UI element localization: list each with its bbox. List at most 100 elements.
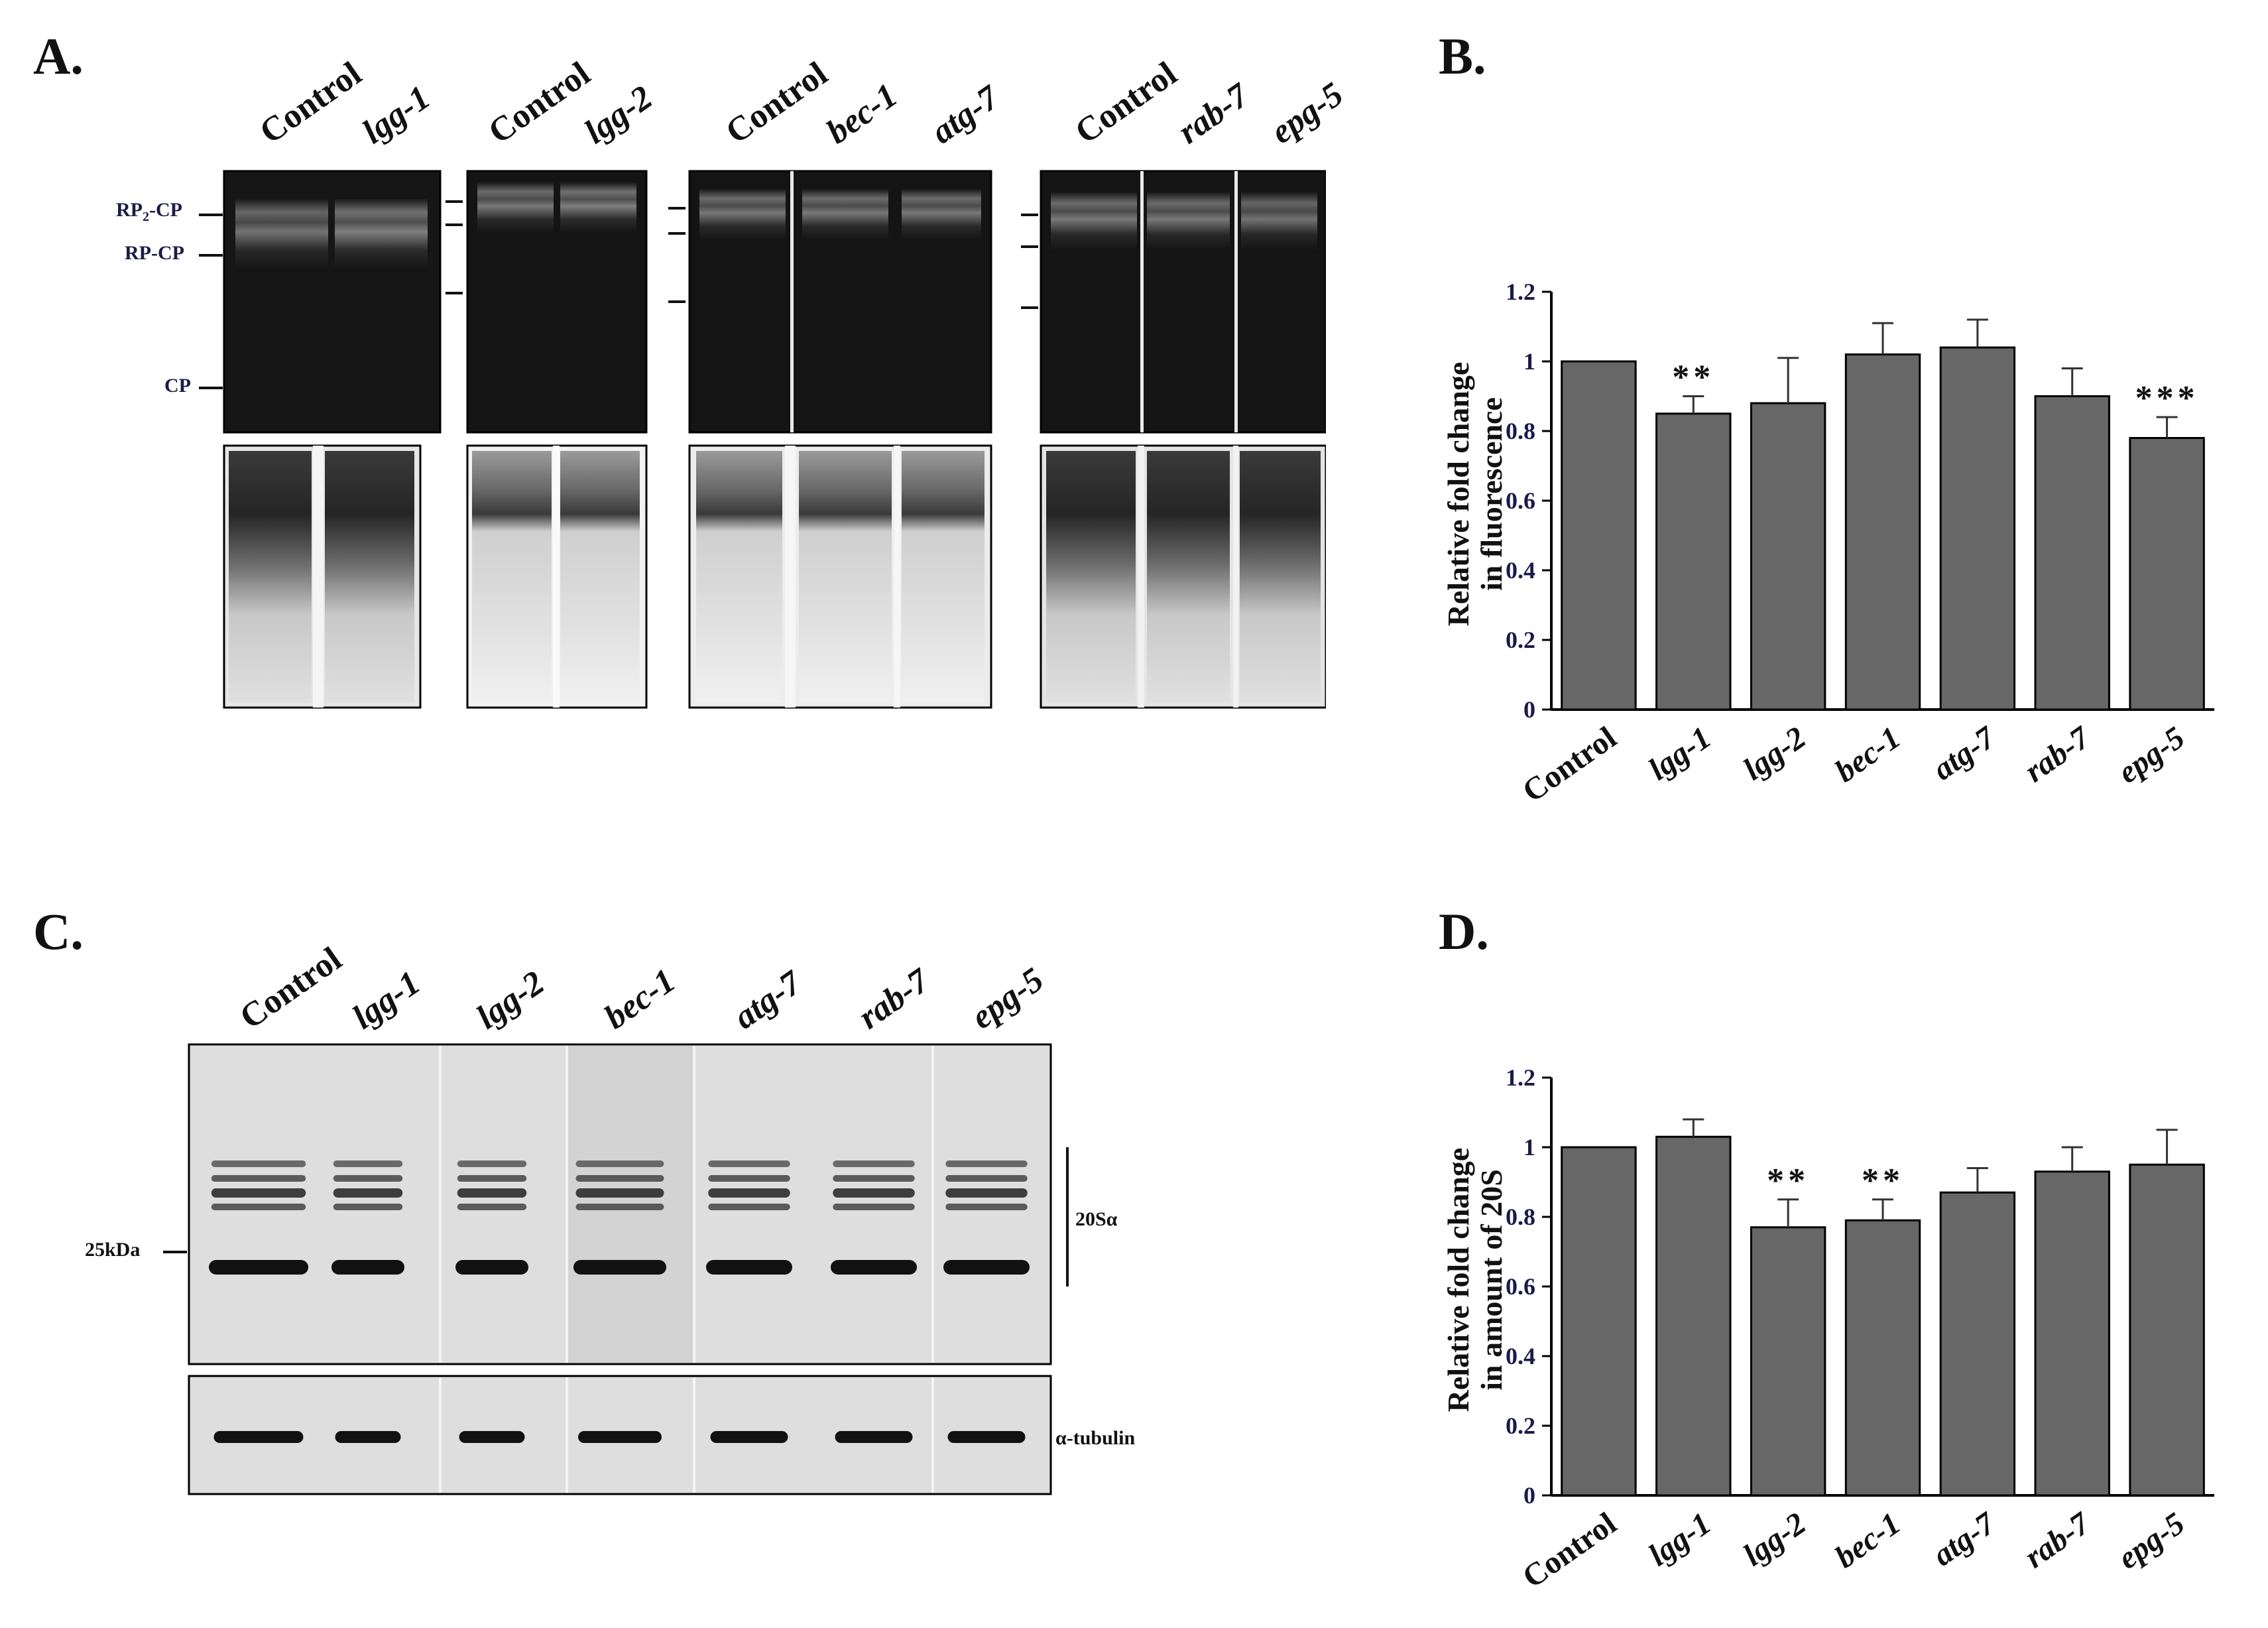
x-tick-label: lgg-1: [1642, 1506, 1717, 1574]
tick-gel4-2: [1021, 245, 1038, 248]
significance-mark: **: [1862, 1162, 1904, 1200]
bar-control: [1561, 1146, 1637, 1497]
y-tick-label: 1: [1523, 1134, 1535, 1160]
fluor-gel-1: [223, 170, 442, 434]
blot-band: [333, 1160, 403, 1167]
x-tick-label: lgg-2: [1737, 720, 1812, 788]
panel-a-letter: A.: [33, 27, 84, 85]
y-tick-label: 0.6: [1506, 487, 1535, 514]
blot-band: [833, 1175, 915, 1182]
bar-lgg-1: [1655, 412, 1732, 711]
label-alpha-tubulin: α-tubulin: [1055, 1427, 1136, 1449]
fluor-gel-3: [688, 170, 992, 434]
x-tick-label: atg-7: [1927, 1505, 2003, 1573]
bar-bec-1: [1844, 353, 1921, 711]
x-tick-label: bec-1: [1829, 1506, 1907, 1576]
x-tick-label: lgg-2: [1737, 1506, 1812, 1574]
significance-mark: ***: [2135, 379, 2199, 417]
tick-gel2-2: [446, 223, 463, 226]
blot-band-25kda: [943, 1260, 1030, 1275]
tick-gel3-2: [668, 232, 686, 235]
bar-lgg-2: [1750, 1226, 1826, 1497]
blot-band-25kda: [455, 1260, 528, 1275]
y-tick-label: 1.2: [1506, 279, 1535, 305]
blot-band: [333, 1188, 403, 1198]
tick-cp: [199, 387, 223, 389]
bar-lgg-2: [1750, 402, 1826, 711]
blot-band: [833, 1160, 915, 1167]
blot-band-tubulin: [710, 1431, 788, 1443]
tick-gel3-3: [668, 300, 686, 303]
blot-band: [211, 1160, 306, 1167]
bar-rab-7: [2034, 1170, 2110, 1497]
coomassie-gel-4: [1040, 444, 1326, 709]
blot-band-tubulin: [578, 1431, 662, 1443]
blot-band: [575, 1188, 664, 1198]
tick-gel3-1: [668, 207, 686, 210]
bar-epg-5: [2129, 1163, 2205, 1497]
blot-band-tubulin: [947, 1431, 1026, 1443]
tick-gel2-3: [446, 292, 463, 294]
blot-band: [575, 1175, 664, 1182]
blot-band: [333, 1204, 403, 1210]
label-20s-alpha: 20Sα: [1075, 1208, 1118, 1230]
y-tick-label: 1: [1523, 348, 1535, 375]
blot-band: [708, 1188, 790, 1198]
marker-25kda: 25kDa: [85, 1239, 141, 1261]
y-tick-label: 0.6: [1506, 1273, 1535, 1300]
y-tick-label: 0.2: [1506, 1412, 1535, 1439]
blot-band: [833, 1188, 915, 1198]
x-tick-label: Control: [1516, 1506, 1623, 1596]
y-tick-label: 0.8: [1506, 418, 1535, 444]
tick-gel4-3: [1021, 306, 1038, 309]
x-tick-label: epg-5: [2112, 720, 2191, 790]
blot-band: [833, 1204, 915, 1210]
bar-lgg-1: [1655, 1135, 1732, 1497]
blot-band: [457, 1160, 527, 1167]
blot-band-25kda: [706, 1260, 792, 1275]
blot-band: [708, 1204, 790, 1210]
native-gel-images: [223, 170, 1326, 709]
blot-band: [211, 1175, 306, 1182]
y-tick-label: 0.8: [1506, 1204, 1535, 1230]
bar-chart-b: 0 0.2 0.4 0.6 0.8 1 1.2 Relative fold changein …: [1441, 279, 2214, 810]
bar-epg-5: [2129, 437, 2205, 711]
significance-mark: **: [1767, 1162, 1809, 1200]
y-tick-label: 0: [1523, 696, 1535, 723]
x-tick-label: epg-5: [2112, 1506, 2191, 1576]
x-tick-label: lgg-1: [1642, 720, 1717, 788]
tick-gel2-1: [446, 200, 463, 203]
y-tick-label: 0.2: [1506, 627, 1535, 653]
blot-band: [457, 1204, 527, 1210]
tick-25kda: [163, 1251, 187, 1253]
blot-band: [945, 1188, 1028, 1198]
blot-band: [708, 1160, 790, 1167]
band-label-cp: CP: [164, 375, 191, 397]
coomassie-gel-2: [466, 444, 648, 709]
y-axis-label: Relative fold changein fluorescence: [1441, 362, 1508, 627]
band-label-rpcp: RP-CP: [125, 242, 184, 264]
bar-bec-1: [1844, 1219, 1921, 1497]
y-tick-label: 0: [1523, 1482, 1535, 1509]
blot-band: [211, 1188, 306, 1198]
bracket-20s: [1066, 1147, 1069, 1286]
blot-band-tubulin: [213, 1431, 304, 1443]
y-axis-label: Relative fold changein amount of 20S: [1441, 1148, 1508, 1412]
blot-band-tubulin: [835, 1431, 913, 1443]
bar-atg-7: [1939, 346, 2016, 711]
y-tick-label: 0.4: [1506, 557, 1535, 584]
tick-rp2cp: [199, 214, 223, 216]
x-tick-label: Control: [1516, 720, 1623, 810]
fluor-gel-4: [1040, 170, 1326, 434]
blot-band: [575, 1160, 664, 1167]
blot-band-25kda: [331, 1260, 404, 1275]
blot-band: [945, 1160, 1028, 1167]
blot-band-25kda: [573, 1260, 666, 1275]
significance-mark: **: [1672, 359, 1714, 397]
tick-gel4-1: [1021, 214, 1038, 216]
x-tick-label: atg-7: [1927, 719, 2003, 787]
bar-rab-7: [2034, 395, 2110, 711]
y-tick-label: 1.2: [1506, 1064, 1535, 1091]
y-tick-label: 0.4: [1506, 1343, 1535, 1369]
blot-band: [211, 1204, 306, 1210]
